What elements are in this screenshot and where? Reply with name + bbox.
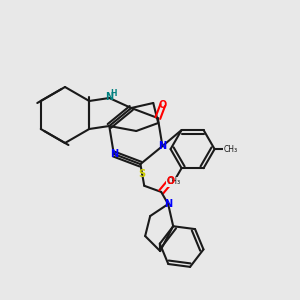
Text: O: O (159, 100, 167, 110)
Text: S: S (139, 169, 146, 179)
Text: CH₃: CH₃ (167, 178, 181, 187)
Text: N: N (105, 92, 113, 102)
Text: N: N (164, 199, 172, 209)
Text: O: O (166, 176, 174, 186)
Text: N: N (158, 141, 166, 151)
Text: N: N (110, 149, 118, 159)
Text: CH₃: CH₃ (224, 145, 238, 154)
Text: H: H (110, 88, 116, 98)
